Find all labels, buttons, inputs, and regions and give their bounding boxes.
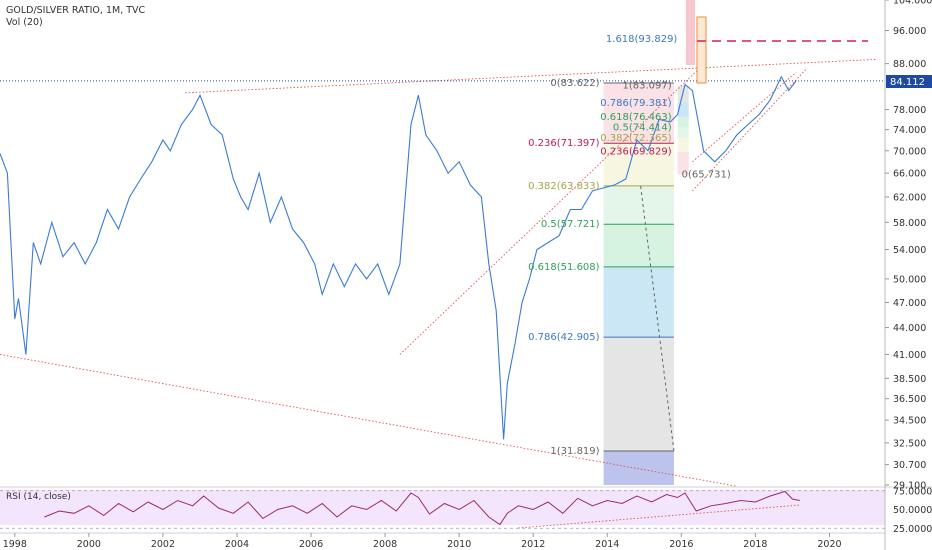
time-tick-label: 2000 xyxy=(77,539,101,550)
projection-box xyxy=(696,16,707,84)
price-tick-label: 44.000 xyxy=(893,323,926,334)
time-tick-label: 2010 xyxy=(447,539,471,550)
plot-background xyxy=(0,0,885,485)
fib-label: 0(83.622) xyxy=(550,78,599,89)
small-fib-zones xyxy=(677,85,689,175)
fib-zone xyxy=(603,450,674,485)
price-series-line xyxy=(0,75,797,440)
fib-zone xyxy=(603,185,674,225)
price-tick-label: 38.500 xyxy=(893,374,926,385)
trend-line xyxy=(0,354,737,487)
rsi-line xyxy=(44,490,800,526)
rsi-band xyxy=(0,490,885,525)
projection-line xyxy=(640,186,675,452)
small-fib-label: 0.786(79.381) xyxy=(600,98,672,109)
time-tick-label: 2004 xyxy=(225,539,249,550)
price-tick-label: 36.500 xyxy=(893,394,926,405)
time-tick-label: 2002 xyxy=(151,539,175,550)
fib-zone xyxy=(603,266,674,338)
small-fib-zone xyxy=(677,127,689,139)
small-fib-label: 0.382(72.365) xyxy=(600,133,672,144)
rsi-label: RSI (14, close) xyxy=(6,492,71,502)
price-tick-label: 70.000 xyxy=(893,146,926,157)
fib-label: 0.236(71.397) xyxy=(528,138,600,149)
time-tick-label: 2020 xyxy=(817,539,841,550)
price-tick-label: 32.500 xyxy=(893,438,926,449)
trend-lines xyxy=(0,58,878,529)
price-tick-label: 50.000 xyxy=(893,274,926,285)
rsi-tick-label: 75.0000 xyxy=(893,486,932,497)
rsi-axis: 75.0000 50.0000 25.0000 xyxy=(0,486,932,535)
price-tick-label: 47.000 xyxy=(893,298,926,309)
price-tag: 84.112 xyxy=(890,77,925,88)
fib-label: 0.382(63.833) xyxy=(528,181,600,192)
trend-line xyxy=(518,504,800,529)
time-tick-label: 2008 xyxy=(373,539,397,550)
small-fib-zone xyxy=(677,85,689,103)
fib-zone xyxy=(603,83,674,144)
price-tick-label: 74.000 xyxy=(893,125,926,136)
small-fib-label: 0.618(76.463) xyxy=(600,112,672,123)
red-zone-top xyxy=(686,0,695,65)
small-fib-label: 0(65.731) xyxy=(682,170,731,181)
price-tick-label: 54.000 xyxy=(893,245,926,256)
fib-label: 0.618(51.608) xyxy=(528,262,600,273)
small-fib-label: 0.5(74.414) xyxy=(613,122,672,133)
time-tick-label: 2018 xyxy=(743,539,767,550)
fib-label: 0.786(42.905) xyxy=(528,332,600,343)
price-tag-bg xyxy=(886,75,932,88)
fib-label: 0.5(57.721) xyxy=(541,219,600,230)
trend-line xyxy=(185,58,878,94)
small-fib-zone xyxy=(677,138,689,152)
trend-line xyxy=(399,67,701,355)
rsi-tick-label: 25.0000 xyxy=(893,524,932,535)
price-tick-label: 58.000 xyxy=(893,218,926,229)
time-tick-label: 2014 xyxy=(595,539,619,550)
time-tick-label: 2016 xyxy=(669,539,693,550)
time-tick-label: 2006 xyxy=(299,539,323,550)
small-fib-labels: 1(83.097) 0.786(79.381) 0.618(76.463)0.5(7… xyxy=(600,80,731,180)
fib-zone xyxy=(603,337,674,451)
time-tick-label: 1998 xyxy=(3,539,27,550)
price-tick-label: 96.000 xyxy=(893,26,926,37)
price-tick-label: 29.100 xyxy=(893,481,926,492)
time-axis: 1998 2000 2002 2004 2006 2008 2010 2012 2014 2016… xyxy=(3,533,842,550)
small-fib-zone xyxy=(677,151,689,175)
price-tick-label: 34.500 xyxy=(893,416,926,427)
fib-zone xyxy=(603,224,674,267)
fib-label: 1.618(93.829) xyxy=(606,34,678,45)
small-fib-label: 0.236(69.829) xyxy=(600,147,672,158)
fib-retracement-zones xyxy=(603,82,674,485)
small-fib-zone xyxy=(677,102,689,118)
price-tick-label: 62.000 xyxy=(893,192,926,203)
small-fib-zone xyxy=(677,117,689,128)
volume-label: Vol (20) xyxy=(6,17,43,28)
fib-labels: 1(31.819) 0.786(42.905) 0.618(51.608) 0.5(5… xyxy=(528,34,677,457)
price-tick-label: 78.000 xyxy=(893,105,926,116)
fib-label: 1(31.819) xyxy=(550,446,599,457)
small-fib-label: 1(83.097) xyxy=(622,80,671,91)
price-tick-label: 66.000 xyxy=(893,169,926,180)
price-tick-label: 104.000 xyxy=(893,0,932,7)
chart-title: GOLD/SILVER RATIO, 1M, TVC xyxy=(6,5,146,16)
price-axis: 29.100 30.700 32.500 34.500 36.500 38.500 41.0… xyxy=(885,0,932,492)
time-tick-label: 2012 xyxy=(521,539,545,550)
price-tick-label: 41.000 xyxy=(893,350,926,361)
price-tick-label: 30.700 xyxy=(893,460,926,471)
fib-zone xyxy=(603,143,674,186)
price-tick-label: 88.000 xyxy=(893,59,926,70)
rsi-tick-label: 50.0000 xyxy=(893,505,932,516)
